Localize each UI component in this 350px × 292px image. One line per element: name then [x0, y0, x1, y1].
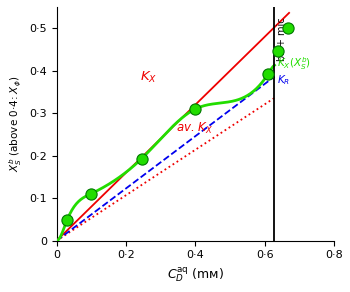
Y-axis label: $X_S^b$ (above 0·4: $X_\phi$): $X_S^b$ (above 0·4: $X_\phi$) — [7, 76, 23, 172]
Text: av. $K_X$: av. $K_X$ — [176, 121, 214, 136]
Point — [88, 192, 93, 196]
Text: bil + mic: bil + mic — [276, 18, 287, 61]
Point — [286, 26, 291, 31]
Text: $K_X$: $K_X$ — [140, 70, 157, 86]
Point — [139, 156, 145, 161]
Text: $K_R$: $K_R$ — [277, 74, 290, 87]
X-axis label: $C_D^{\mathrm{aq}}$ (mм): $C_D^{\mathrm{aq}}$ (mм) — [167, 266, 224, 285]
Point — [275, 48, 281, 53]
Point — [193, 107, 198, 111]
Text: $K_X(X_S^b)$: $K_X(X_S^b)$ — [277, 55, 311, 72]
Point — [64, 218, 70, 223]
Point — [265, 71, 271, 76]
